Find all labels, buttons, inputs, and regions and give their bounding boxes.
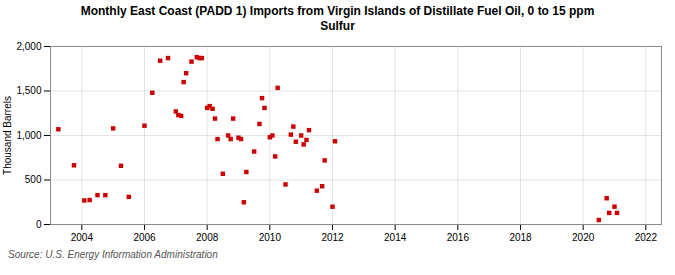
svg-text:2020: 2020 xyxy=(572,232,595,243)
svg-text:2014: 2014 xyxy=(384,232,407,243)
svg-text:2004: 2004 xyxy=(71,232,94,243)
svg-text:Thousand Barrels: Thousand Barrels xyxy=(2,96,13,175)
svg-text:2008: 2008 xyxy=(196,232,219,243)
svg-text:0: 0 xyxy=(36,219,42,230)
svg-text:2006: 2006 xyxy=(133,232,156,243)
svg-text:500: 500 xyxy=(25,174,42,185)
svg-text:2022: 2022 xyxy=(635,232,658,243)
svg-text:2012: 2012 xyxy=(321,232,344,243)
svg-text:2016: 2016 xyxy=(447,232,470,243)
svg-text:1,000: 1,000 xyxy=(16,130,41,141)
svg-text:2018: 2018 xyxy=(509,232,532,243)
html-text:Source: U.S. Energy Informatio: Source: U.S. Energy Information Administ… xyxy=(8,249,218,260)
svg-text:2010: 2010 xyxy=(259,232,282,243)
html-text:Monthly East Coast (PADD 1) Im: Monthly East Coast (PADD 1) Imports from… xyxy=(80,4,595,33)
svg-text:1,500: 1,500 xyxy=(16,85,41,96)
svg-text:2,000: 2,000 xyxy=(16,41,41,52)
